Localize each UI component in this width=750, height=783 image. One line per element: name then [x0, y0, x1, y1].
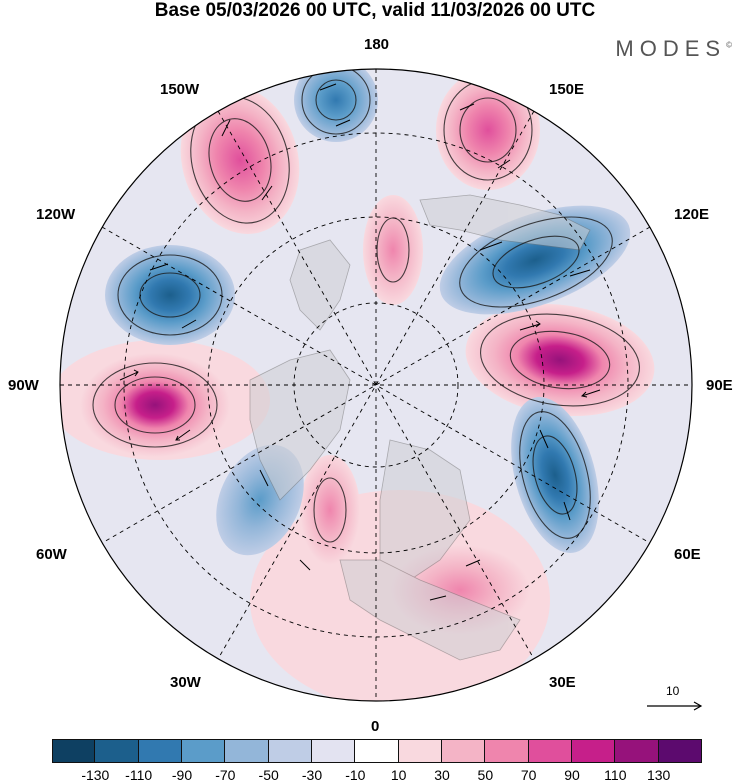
- colorbar-tick-label: 130: [646, 767, 671, 783]
- colorbar-tick-label: 70: [520, 767, 537, 783]
- colorbar-segment: [312, 739, 356, 763]
- lon-label-90w: 90W: [8, 377, 39, 394]
- brand-logo: MODES©: [615, 36, 732, 62]
- colorbar-tick-label: -70: [215, 767, 236, 783]
- positive-anomaly-north-atlantic-central: [300, 455, 360, 565]
- reference-arrow-icon: [647, 701, 703, 711]
- wind-vectors: [119, 83, 601, 601]
- positive-anomaly-north-atlantic-west: [80, 353, 230, 457]
- lon-label-120w: 120W: [36, 206, 76, 223]
- colorbar-segment: [95, 739, 139, 763]
- colorbar-segment: [442, 739, 486, 763]
- colorbar-segment: [52, 739, 96, 763]
- lon-label-0: 0: [371, 718, 380, 735]
- brand-mark: ©: [726, 40, 732, 50]
- lon-label-150e: 150E: [549, 81, 585, 98]
- positive-anomaly-arctic-bering: [363, 195, 423, 305]
- colorbar-segment: [572, 739, 616, 763]
- colorbar-tick-label: -130: [81, 767, 110, 783]
- colorbar-segment: [182, 739, 226, 763]
- colorbar-segment: [355, 739, 399, 763]
- chart-title: Base 05/03/2026 00 UTC, valid 11/03/2026…: [154, 0, 596, 21]
- brand-name: MODES: [615, 36, 727, 61]
- colorbar-tick-label: -110: [125, 767, 153, 783]
- positive-anomaly-east-asia: [465, 303, 655, 417]
- negative-anomaly-central-asia: [511, 397, 599, 553]
- colorbar-segment: [615, 739, 659, 763]
- reference-vector: 10: [644, 684, 704, 714]
- lon-label-150w: 150W: [160, 81, 200, 98]
- lon-label-30w: 30W: [170, 674, 201, 691]
- colorbar-segment: [528, 739, 572, 763]
- colorbar-tick-label: 50: [477, 767, 494, 783]
- map-boundary: [59, 68, 693, 702]
- positive-anomaly-north-pacific-east: [180, 86, 300, 234]
- colorbar-tick-label: 110: [604, 767, 627, 783]
- colorbar-segment: [268, 739, 312, 763]
- reference-vector-label: 10: [666, 684, 680, 698]
- colorbar-segment: [485, 739, 529, 763]
- colorbar-tick-label: -90: [171, 767, 193, 783]
- positive-anomaly-north-pacific-west: [436, 70, 540, 190]
- lon-label-90e: 90E: [706, 377, 733, 394]
- colorbar-segment: [398, 739, 442, 763]
- graticule: [60, 69, 692, 701]
- lon-label-30e: 30E: [549, 674, 576, 691]
- colorbar-tick-label: -50: [258, 767, 279, 783]
- colorbar-segment: [658, 739, 702, 763]
- colorbar-segment: [225, 739, 269, 763]
- colorbar-tick-label: -30: [301, 767, 323, 783]
- colorbar-segment: [138, 739, 182, 763]
- lon-label-180: 180: [364, 36, 390, 53]
- colorbar-tick-label: -10: [345, 767, 366, 783]
- lon-label-120e: 120E: [674, 206, 710, 223]
- lon-label-60e: 60E: [674, 546, 701, 563]
- colorbar-tick-label: 90: [564, 767, 580, 783]
- colorbar: [52, 739, 702, 765]
- colorbar-tick-label: 10: [390, 767, 407, 783]
- negative-anomaly-north-america-west: [105, 245, 235, 345]
- land-outlines: [249, 194, 591, 661]
- lon-label-60w: 60W: [36, 546, 67, 563]
- colorbar-tick-label: 30: [434, 767, 450, 783]
- negative-anomaly-aleutian: [294, 69, 378, 142]
